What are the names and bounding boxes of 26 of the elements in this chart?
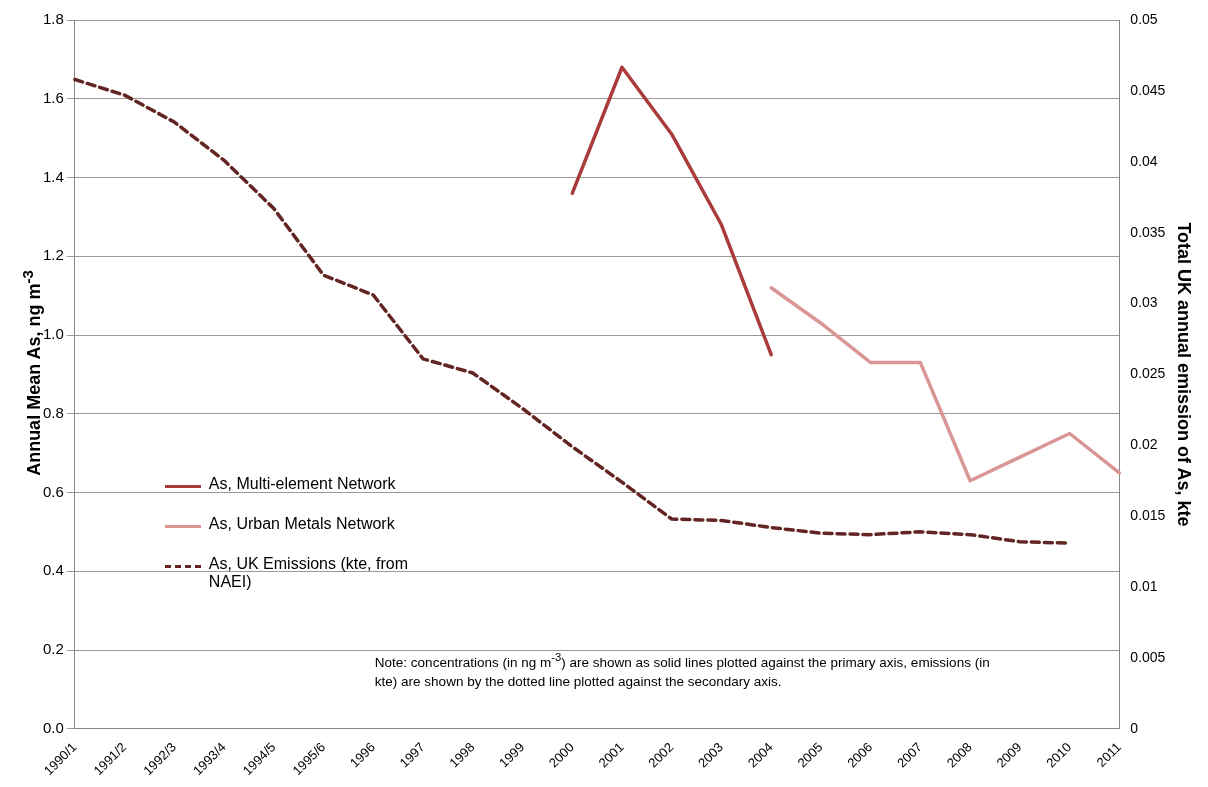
legend-label: As, UK Emissions (kte, from NAEI) xyxy=(208,555,409,591)
y-tick-label: 0.2 xyxy=(42,640,64,658)
y2-tick-label: 0.015 xyxy=(1130,507,1166,524)
y2-tick-label: 0.01 xyxy=(1130,577,1158,594)
y2-tick-label: 0.05 xyxy=(1130,10,1158,27)
y2-tick-label: 0.035 xyxy=(1130,223,1166,240)
y2-tick-label: 0.045 xyxy=(1130,81,1166,98)
y-tick-label: 0.6 xyxy=(42,482,64,500)
legend-label: As, Multi-element Network xyxy=(208,475,396,493)
y2-tick-label: 0.03 xyxy=(1130,294,1158,311)
y2-tick-label: 0.005 xyxy=(1130,648,1166,665)
y-tick-label: 1.0 xyxy=(42,325,64,343)
y2-axis-title: Total UK annual emission of As, kte xyxy=(1174,222,1195,527)
legend-label: As, Urban Metals Network xyxy=(208,515,395,533)
y2-tick-label: 0 xyxy=(1130,719,1139,736)
y2-tick-label: 0.02 xyxy=(1130,436,1158,453)
y-tick-label: 0.8 xyxy=(42,403,64,421)
y-tick-label: 0.4 xyxy=(42,561,64,579)
y-tick-label: 1.8 xyxy=(42,10,64,28)
y-tick-label: 1.2 xyxy=(42,246,64,264)
y2-tick-label: 0.04 xyxy=(1130,152,1158,169)
y-tick-label: 1.6 xyxy=(42,88,64,106)
y-tick-label: 0.0 xyxy=(42,718,64,736)
y2-tick-label: 0.025 xyxy=(1130,365,1166,382)
annotation: Note: concentrations (in ng m$^{-3}$) are shown as solid lines plotted against the primary axis, emissions (in kte) are shown by the dotted line plotted against the secondary axis. xyxy=(374,649,991,692)
y-tick-label: 1.4 xyxy=(42,167,64,185)
